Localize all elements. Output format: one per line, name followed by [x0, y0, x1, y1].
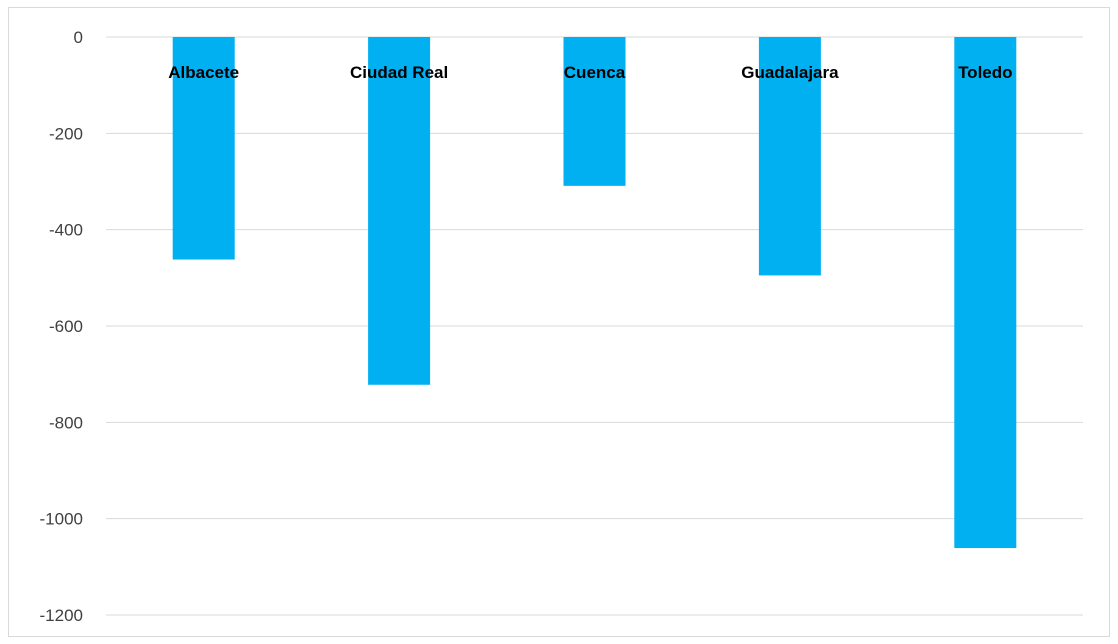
category-label: Guadalajara: [741, 63, 839, 82]
bar-ciudad-real: [368, 37, 431, 385]
y-axis-ticks: 0 -200 -400 -600 -800 -1000 -1200: [40, 28, 83, 625]
y-tick-label: -400: [49, 221, 83, 240]
y-tick-label: -800: [49, 413, 83, 432]
y-tick-label: -200: [49, 124, 83, 143]
category-label: Toledo: [958, 63, 1012, 82]
y-tick-label: -1200: [40, 606, 83, 625]
bar-guadalajara: [758, 37, 821, 276]
y-tick-label: 0: [74, 28, 83, 47]
y-tick-label: -600: [49, 317, 83, 336]
category-label: Cuenca: [564, 63, 626, 82]
category-label: Albacete: [168, 63, 239, 82]
y-tick-label: -1000: [40, 510, 83, 529]
bars: [172, 37, 1017, 549]
bar-cuenca: [563, 37, 626, 186]
bar-toledo: [954, 37, 1017, 549]
bar-albacete: [172, 37, 235, 260]
gridlines: [106, 36, 1083, 616]
category-labels: Albacete Ciudad Real Cuenca Guadalajara Tole…: [168, 63, 1012, 82]
category-label: Ciudad Real: [350, 63, 448, 82]
